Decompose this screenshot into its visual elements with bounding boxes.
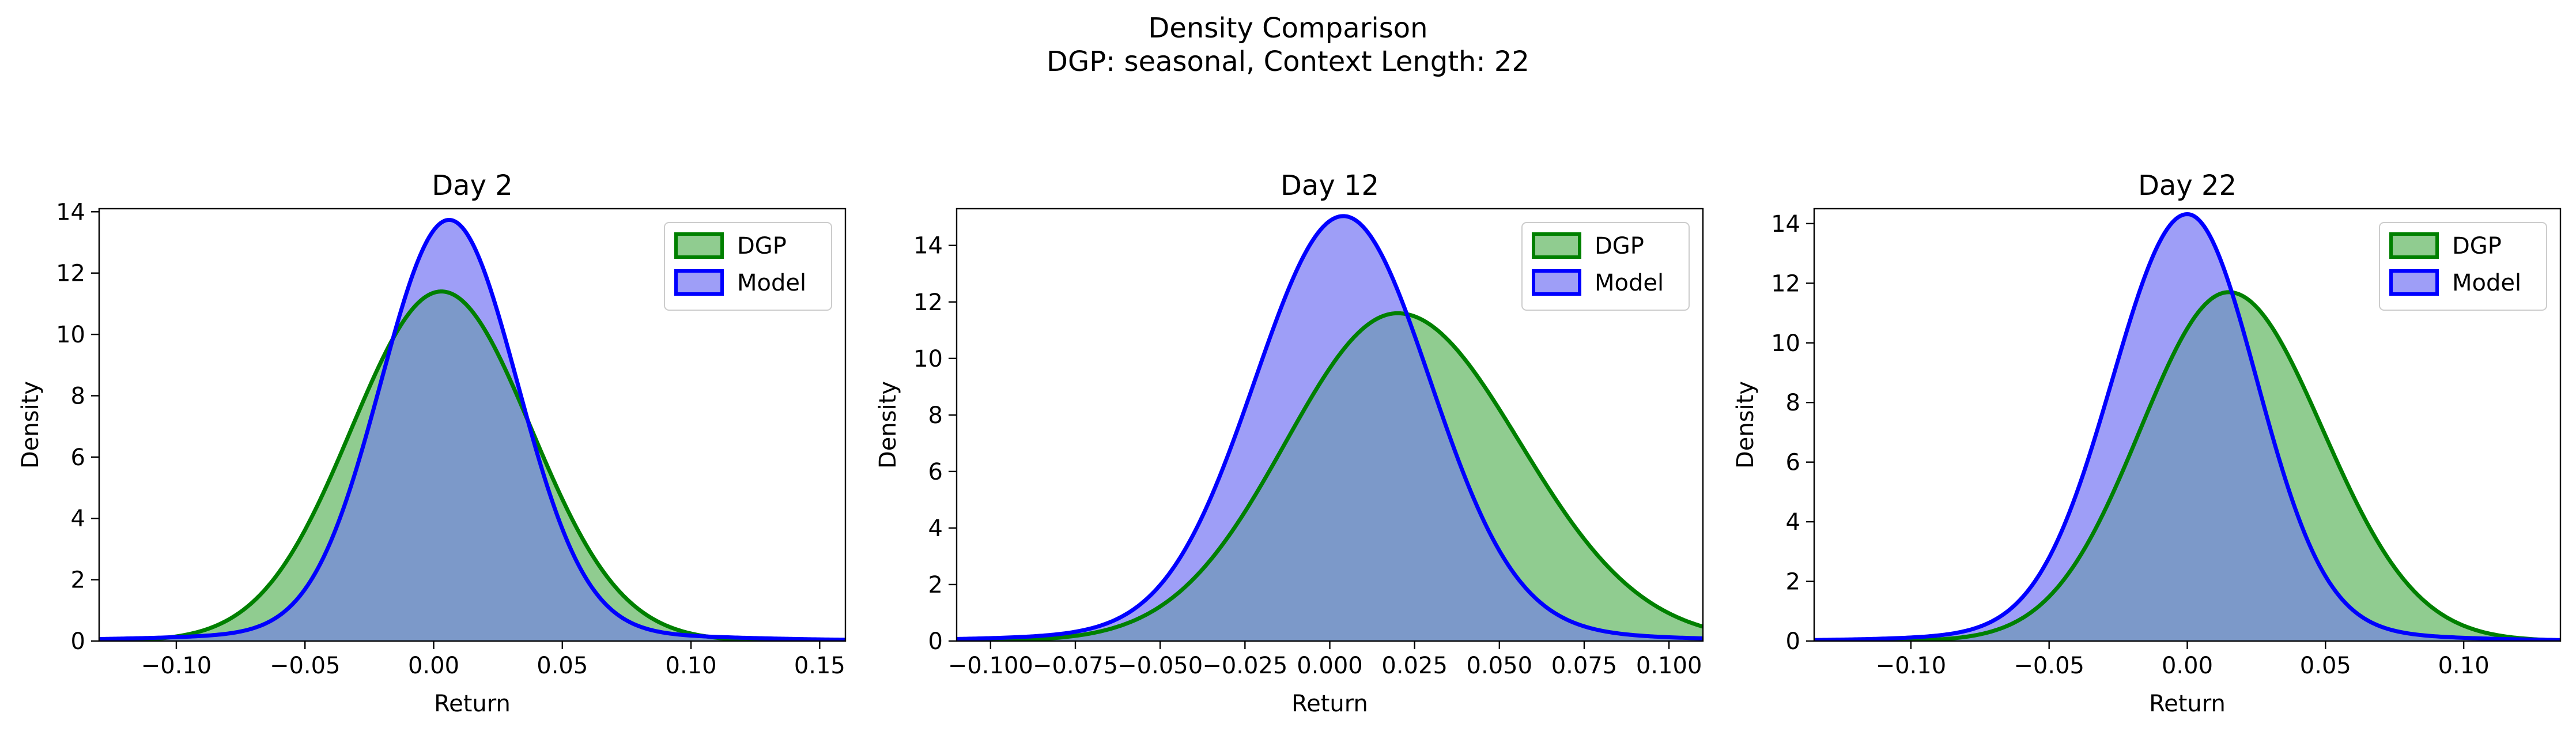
legend-label-model: Model [2452, 270, 2521, 296]
legend-swatch-dgp [2389, 232, 2439, 259]
y-tick-label: 8 [928, 402, 943, 429]
y-tick-label: 12 [913, 289, 943, 316]
plot-area [99, 217, 845, 641]
y-tick-label: 4 [928, 515, 943, 542]
legend: DGP Model [1521, 222, 1690, 311]
x-tick-label: 0.10 [666, 653, 717, 679]
density-overlap-fill [957, 313, 1703, 641]
density-overlap-fill [99, 291, 845, 641]
y-tick-label: 14 [56, 199, 85, 225]
density-line-model [99, 217, 845, 641]
x-tick-label: 0.05 [2300, 653, 2351, 679]
x-tick-label: −0.075 [1033, 653, 1118, 679]
y-tick-label: 14 [1771, 211, 1800, 238]
x-tick-label: −0.050 [1117, 653, 1203, 679]
legend-label-dgp: DGP [1595, 233, 1644, 259]
legend-swatch-model [674, 269, 724, 296]
legend: DGP Model [2379, 222, 2547, 311]
y-axis-label: Density [1732, 381, 1759, 469]
subplot-title: Day 22 [2138, 169, 2237, 202]
x-tick-label: 0.075 [1551, 653, 1618, 679]
y-tick-label: 0 [71, 628, 85, 655]
subplot-3: −0.10 −0.05 0.00 0.05 0.10 0 2 4 6 8 10 12 14 Day 22 R… [1732, 169, 2562, 717]
x-tick-label: 0.05 [537, 653, 588, 679]
x-tick-label: 0.100 [1636, 653, 1702, 679]
y-tick-label: 2 [71, 567, 85, 594]
subplot-title: Day 12 [1281, 169, 1379, 202]
plot-area [957, 214, 1703, 641]
legend-swatch-dgp [674, 232, 724, 259]
x-tick-label: 0.000 [1297, 653, 1363, 679]
subplot-1: −0.10 −0.05 0.00 0.05 0.10 0.15 0 2 4 6 8 10 12 14 Day… [17, 169, 847, 717]
subplot-2: −0.100 −0.075 −0.050 −0.025 0.000 0.025 0.050 0… [875, 169, 1704, 717]
figure-subtitle: DGP: seasonal, Context Length: 22 [1047, 46, 1529, 78]
y-tick-label: 10 [56, 322, 85, 348]
legend: DGP Model [664, 222, 832, 311]
y-tick-label: 6 [928, 459, 943, 485]
y-axis-label: Density [875, 381, 901, 469]
x-tick-label: −0.05 [270, 653, 341, 679]
y-tick-label: 4 [71, 506, 85, 532]
x-tick-label: 0.10 [2438, 653, 2490, 679]
y-tick-label: 0 [1786, 628, 1800, 655]
x-axis-label: Return [1291, 691, 1368, 717]
x-tick-label: 0.050 [1467, 653, 1533, 679]
legend-swatch-model [1532, 269, 1581, 296]
x-axis-label: Return [434, 691, 511, 717]
density-line-dgp [1814, 290, 2560, 641]
y-tick-label: 12 [1771, 270, 1800, 297]
legend-label-model: Model [737, 270, 806, 296]
x-tick-label: −0.10 [141, 653, 212, 679]
x-tick-label: −0.05 [2014, 653, 2084, 679]
legend-label-model: Model [1595, 270, 1664, 296]
density-overlap-fill [1814, 292, 2560, 641]
y-tick-label: 10 [913, 346, 943, 372]
x-axis-label: Return [2149, 691, 2226, 717]
y-tick-label: 10 [1771, 330, 1800, 357]
y-tick-label: 12 [56, 261, 85, 287]
subplot-title: Day 2 [432, 169, 513, 202]
x-tick-label: −0.10 [1876, 653, 1947, 679]
y-tick-label: 8 [1786, 390, 1800, 416]
density-line-model [1814, 212, 2560, 641]
y-tick-label: 8 [71, 383, 85, 409]
legend-label-dgp: DGP [737, 233, 787, 259]
x-tick-label: 0.15 [794, 653, 845, 679]
axes-frame [98, 208, 847, 642]
density-line-model [957, 214, 1703, 641]
y-tick-label: 2 [928, 572, 943, 598]
x-tick-label: 0.025 [1381, 653, 1448, 679]
y-tick-label: 0 [928, 628, 943, 655]
x-tick-label: −0.100 [948, 653, 1033, 679]
legend-swatch-model [2389, 269, 2439, 296]
density-line-dgp [957, 311, 1703, 641]
x-tick-label: −0.025 [1202, 653, 1287, 679]
x-tick-label: 0.00 [2162, 653, 2213, 679]
y-axis-label: Density [17, 381, 44, 469]
y-tick-label: 2 [1786, 569, 1800, 595]
legend-swatch-dgp [1532, 232, 1581, 259]
legend-label-dgp: DGP [2452, 233, 2502, 259]
y-tick-label: 6 [1786, 450, 1800, 476]
y-tick-label: 4 [1786, 509, 1800, 536]
figure-title: Density Comparison [1148, 12, 1428, 44]
x-tick-label: 0.00 [408, 653, 459, 679]
y-tick-label: 14 [913, 233, 943, 259]
y-tick-label: 6 [71, 444, 85, 471]
plot-area [1814, 212, 2560, 641]
